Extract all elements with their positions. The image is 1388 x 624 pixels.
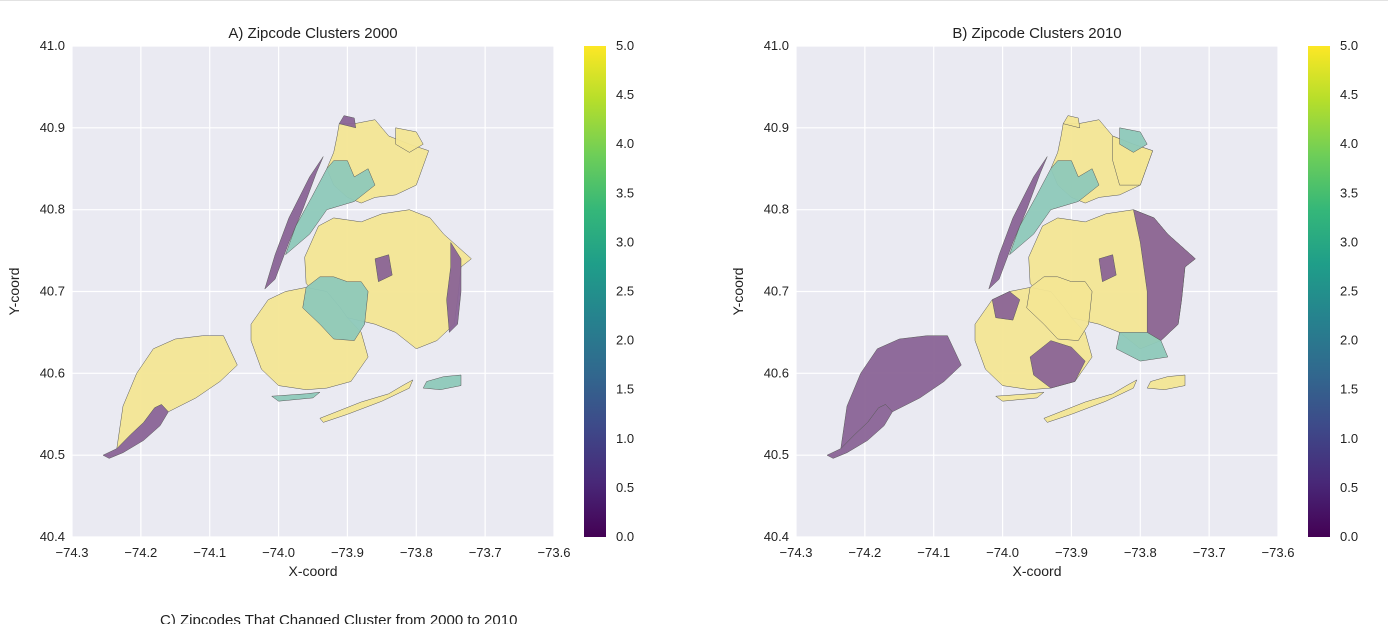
x-tick-label: −73.8 bbox=[400, 545, 433, 560]
x-tick-label: −74.1 bbox=[193, 545, 226, 560]
y-tick-label: 40.7 bbox=[40, 284, 65, 299]
x-tick-label: −74.2 bbox=[848, 545, 881, 560]
zipcode-region-bronx_tip bbox=[338, 115, 357, 129]
colorbar-tick-label: 2.0 bbox=[1340, 333, 1358, 348]
colorbar bbox=[584, 46, 606, 537]
y-tick-label: 40.6 bbox=[764, 365, 789, 380]
y-tick-label: 40.9 bbox=[764, 120, 789, 135]
y-tick-label: 40.5 bbox=[40, 447, 65, 462]
colorbar bbox=[1308, 46, 1330, 537]
colorbar-tick-label: 1.0 bbox=[1340, 431, 1358, 446]
colorbar-tick-label: 5.0 bbox=[1340, 38, 1358, 53]
colorbar-tick-label: 4.5 bbox=[1340, 87, 1358, 102]
zipcode-region-downtown_bk bbox=[991, 291, 1021, 321]
chart-title: B) Zipcode Clusters 2010 bbox=[952, 25, 1121, 42]
colorbar-tick-label: 3.5 bbox=[1340, 185, 1358, 200]
x-tick-label: −74.1 bbox=[917, 545, 950, 560]
y-axis-label: Y-coord bbox=[730, 268, 746, 316]
x-tick-label: −73.8 bbox=[1124, 545, 1157, 560]
x-tick-label: −74.3 bbox=[780, 545, 813, 560]
zipcode-region-coney bbox=[270, 391, 321, 402]
y-axis-label: Y-coord bbox=[6, 268, 22, 316]
zipcode-region-bk_teal bbox=[302, 276, 369, 341]
y-tick-label: 40.4 bbox=[764, 529, 789, 544]
x-tick-label: −74.0 bbox=[986, 545, 1019, 560]
x-tick-label: −73.9 bbox=[331, 545, 364, 560]
zipcode-region-q_east2 bbox=[1133, 209, 1196, 341]
zipcode-region-mn_teal bbox=[284, 160, 376, 256]
x-tick-label: −73.7 bbox=[469, 545, 502, 560]
zipcode-region-coney bbox=[994, 391, 1045, 402]
zipcode-region-q_se bbox=[1115, 332, 1169, 362]
zipcode-region-rock_w bbox=[1043, 379, 1138, 423]
y-tick-label: 41.0 bbox=[764, 38, 789, 53]
zipcode-region-mn_teal bbox=[1008, 160, 1100, 256]
colorbar-tick-label: 4.5 bbox=[616, 87, 634, 102]
colorbar-tick-label: 4.0 bbox=[616, 136, 634, 151]
zipcode-region-rock_e bbox=[1146, 374, 1186, 390]
zipcode-region-bk_teal bbox=[1026, 276, 1093, 341]
y-tick-label: 40.5 bbox=[764, 447, 789, 462]
colorbar-tick-label: 0.0 bbox=[616, 529, 634, 544]
colorbar-tick-label: 2.5 bbox=[1340, 284, 1358, 299]
colorbar-tick-label: 1.0 bbox=[616, 431, 634, 446]
zipcode-region-bronx_tip bbox=[1062, 115, 1080, 129]
zipcode-region-rock_w bbox=[319, 379, 414, 423]
map-regions bbox=[102, 115, 472, 459]
x-tick-label: −74.0 bbox=[262, 545, 295, 560]
y-tick-label: 40.9 bbox=[40, 120, 65, 135]
zipcode-region-si_north bbox=[116, 335, 238, 450]
y-tick-label: 40.6 bbox=[40, 365, 65, 380]
y-tick-label: 41.0 bbox=[40, 38, 65, 53]
map-regions bbox=[826, 115, 1196, 459]
zipcode-region-si_north bbox=[840, 335, 962, 450]
x-tick-label: −74.2 bbox=[124, 545, 157, 560]
colorbar-tick-label: 0.5 bbox=[616, 480, 634, 495]
zipcode-region-mn_west bbox=[264, 156, 324, 290]
top-border bbox=[0, 0, 1388, 1]
colorbar-tick-label: 5.0 bbox=[616, 38, 634, 53]
x-tick-label: −73.6 bbox=[1262, 545, 1295, 560]
panel-a: −74.3 −74.2 −74.1 −74.0 −73.9 −73.8 −73.7 −73.6… bbox=[6, 25, 634, 579]
zipcode-region-bk_sw bbox=[1029, 340, 1086, 389]
panel-b: −74.3 −74.2 −74.1 −74.0 −73.9 −73.8 −73.7 −73.6… bbox=[730, 25, 1358, 579]
x-tick-label: −73.7 bbox=[1193, 545, 1226, 560]
chart-title: A) Zipcode Clusters 2000 bbox=[228, 25, 397, 42]
colorbar-tick-label: 0.5 bbox=[1340, 480, 1358, 495]
x-tick-label: −73.6 bbox=[538, 545, 571, 560]
colorbar-tick-label: 3.0 bbox=[616, 234, 634, 249]
colorbar-tick-label: 4.0 bbox=[1340, 136, 1358, 151]
colorbar-tick-label: 2.5 bbox=[616, 284, 634, 299]
colorbar-tick-label: 3.0 bbox=[1340, 234, 1358, 249]
zipcode-region-north_islet bbox=[395, 127, 424, 153]
zipcode-region-rock_e bbox=[422, 374, 462, 390]
x-axis-label: X-coord bbox=[288, 563, 337, 579]
zipcode-region-q_spot bbox=[1098, 254, 1117, 283]
y-tick-label: 40.8 bbox=[764, 202, 789, 217]
y-tick-label: 40.7 bbox=[764, 284, 789, 299]
colorbar-tick-label: 3.5 bbox=[616, 185, 634, 200]
zipcode-region-mn_west bbox=[988, 156, 1048, 290]
zipcode-region-q_spot bbox=[374, 254, 393, 283]
y-tick-label: 40.4 bbox=[40, 529, 65, 544]
x-axis-label: X-coord bbox=[1012, 563, 1061, 579]
colorbar-tick-label: 1.5 bbox=[1340, 382, 1358, 397]
panel-c-title: C) Zipcodes That Changed Cluster from 20… bbox=[160, 612, 518, 624]
colorbar-tick-label: 0.0 bbox=[1340, 529, 1358, 544]
zipcode-region-north_islet bbox=[1119, 127, 1148, 153]
y-tick-label: 40.8 bbox=[40, 202, 65, 217]
caption-c-clip: C) Zipcodes That Changed Cluster from 20… bbox=[160, 612, 580, 624]
colorbar-tick-label: 2.0 bbox=[616, 333, 634, 348]
x-tick-label: −73.9 bbox=[1055, 545, 1088, 560]
x-tick-label: −74.3 bbox=[56, 545, 89, 560]
zipcode-region-q_east bbox=[446, 241, 462, 333]
colorbar-tick-label: 1.5 bbox=[616, 382, 634, 397]
